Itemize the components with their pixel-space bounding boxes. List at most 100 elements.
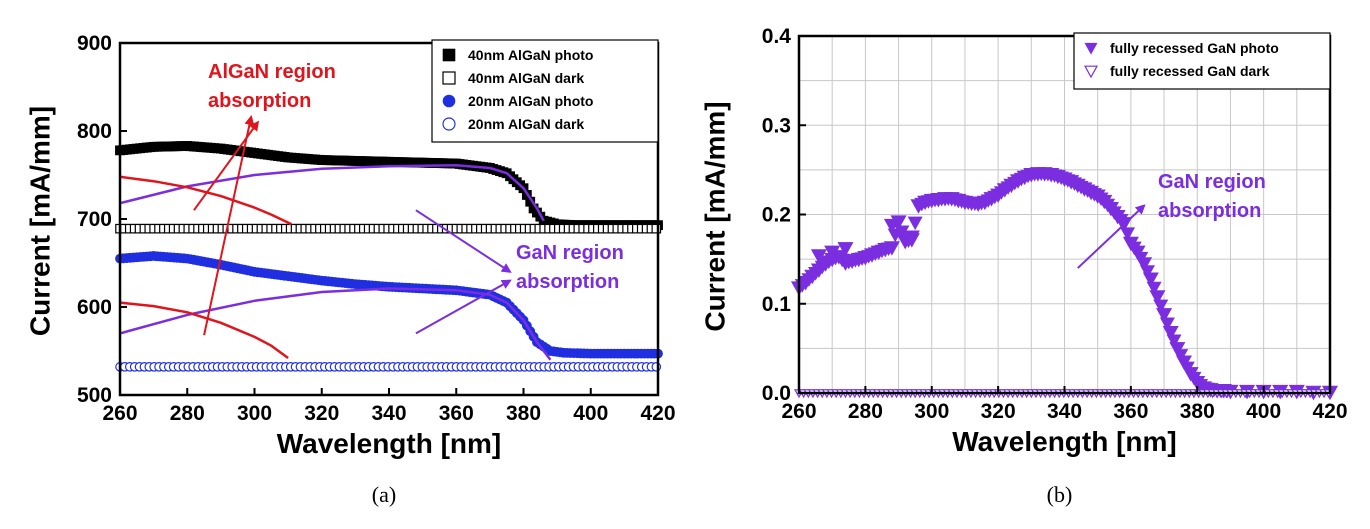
data-point bbox=[801, 273, 817, 287]
chart-a-x-axis-label: Wavelength [nm] bbox=[277, 428, 502, 459]
chart-a-y-axis-label: Current [mA/mm] bbox=[24, 106, 55, 336]
annotation-text: GaN region bbox=[1158, 171, 1266, 193]
y-tick-label: 700 bbox=[77, 208, 112, 231]
annotation-text: absorption bbox=[208, 90, 311, 112]
fit-line bbox=[119, 164, 545, 222]
y-tick-label: 600 bbox=[77, 296, 112, 319]
x-tick-label: 360 bbox=[439, 402, 474, 425]
data-point bbox=[651, 362, 662, 372]
data-point bbox=[1139, 265, 1155, 279]
series-40nm-algan-dark bbox=[115, 223, 662, 234]
chart-b-annotations: GaN region absorption bbox=[1077, 171, 1266, 269]
x-tick-label: 280 bbox=[848, 400, 883, 423]
annotation-text: AlGaN region bbox=[208, 61, 336, 83]
chart-a-annotations: AlGaN region absorption GaN region absorpti… bbox=[193, 61, 624, 336]
annotation-arrow bbox=[203, 114, 255, 336]
chart-b-y-axis-label: Current [mA/mm] bbox=[699, 101, 730, 331]
x-tick-label: 340 bbox=[371, 402, 406, 425]
chart-b-x-axis-label: Wavelength [nm] bbox=[952, 426, 1177, 457]
chart-b-legend: fully recessed GaN photo fully recessed G… bbox=[1073, 32, 1331, 90]
annotation-arrow bbox=[1077, 204, 1146, 269]
data-point bbox=[1120, 227, 1136, 241]
data-point bbox=[1133, 251, 1149, 266]
chart-b-grid bbox=[799, 36, 1330, 393]
legend-symbol bbox=[442, 48, 456, 62]
chart-a-series bbox=[115, 141, 663, 372]
x-tick-label: 360 bbox=[1113, 400, 1148, 423]
fit-line bbox=[119, 287, 552, 361]
data-point bbox=[1179, 361, 1195, 376]
data-point bbox=[907, 216, 923, 231]
data-point bbox=[810, 249, 827, 264]
chart-a-x-ticks: 260 280 300 320 340 360 380 400 420 bbox=[102, 388, 676, 425]
data-point bbox=[987, 190, 1003, 205]
x-tick-label: 380 bbox=[1180, 400, 1215, 423]
chart-b-x-ticks: 260 280 300 320 340 360 380 400 420 bbox=[781, 386, 1348, 423]
x-tick-label: 300 bbox=[237, 402, 272, 425]
data-point bbox=[1146, 281, 1162, 296]
x-tick-label: 280 bbox=[170, 402, 205, 425]
x-tick-label: 320 bbox=[981, 400, 1016, 423]
data-point bbox=[903, 230, 920, 245]
x-tick-label: 340 bbox=[1047, 400, 1082, 423]
fit-line bbox=[119, 175, 293, 226]
y-tick-label: 0.3 bbox=[762, 114, 791, 137]
chart-a-legend: 40nm AlGaN photo 40nm AlGaN dark 20nm AlGa… bbox=[431, 39, 659, 143]
x-tick-label: 400 bbox=[573, 402, 608, 425]
data-point bbox=[993, 186, 1009, 200]
legend-symbol bbox=[1084, 42, 1098, 55]
data-point bbox=[1000, 181, 1016, 195]
chart-b: 260 280 300 320 340 360 380 400 420 0.0 0.1 0.2 0.3… bbox=[699, 25, 1347, 507]
data-point bbox=[881, 242, 897, 257]
legend-symbol bbox=[442, 71, 456, 85]
y-tick-label: 0.0 bbox=[762, 382, 791, 405]
data-point bbox=[1153, 299, 1169, 314]
legend-label: fully recessed GaN photo bbox=[1110, 40, 1279, 56]
data-point bbox=[1113, 213, 1129, 228]
x-tick-label: 400 bbox=[1246, 400, 1281, 423]
chart-a-y-ticks: 500 600 700 800 900 bbox=[77, 32, 127, 407]
legend-label: 40nm AlGaN dark bbox=[468, 70, 584, 86]
series-20nm-algan-photo bbox=[115, 251, 663, 359]
chart-b-y-ticks: 0.0 0.1 0.2 0.3 0.4 bbox=[762, 25, 806, 405]
data-point bbox=[1100, 198, 1116, 213]
legend-label: 40nm AlGaN photo bbox=[468, 47, 594, 63]
data-point bbox=[651, 223, 662, 234]
legend-symbol bbox=[442, 117, 456, 131]
data-point bbox=[824, 245, 841, 261]
legend-box bbox=[1073, 32, 1331, 90]
chart-a: 260 280 300 320 340 360 380 400 420 500 600 700 800… bbox=[24, 32, 675, 507]
y-tick-label: 500 bbox=[77, 384, 112, 407]
y-tick-label: 900 bbox=[77, 32, 112, 55]
y-tick-label: 0.4 bbox=[762, 25, 792, 48]
fit-line bbox=[119, 301, 289, 360]
data-point bbox=[883, 218, 900, 234]
legend-label: 20nm AlGaN photo bbox=[468, 93, 594, 109]
x-tick-label: 380 bbox=[506, 402, 541, 425]
legend-symbol bbox=[442, 94, 456, 108]
x-tick-label: 260 bbox=[781, 400, 816, 423]
annotation-arrow bbox=[415, 209, 512, 273]
data-point bbox=[1159, 317, 1175, 332]
x-tick-label: 420 bbox=[1312, 400, 1347, 423]
series-fully-recessed-gan-photo bbox=[790, 167, 1339, 401]
x-tick-label: 320 bbox=[304, 402, 339, 425]
data-point bbox=[1166, 334, 1182, 348]
x-tick-label: 260 bbox=[102, 402, 137, 425]
data-point bbox=[1186, 371, 1202, 386]
annotation-text: absorption bbox=[1158, 200, 1261, 222]
y-tick-label: 800 bbox=[77, 120, 112, 143]
legend-label: 20nm AlGaN dark bbox=[468, 116, 584, 132]
series-20nm-algan-dark bbox=[115, 362, 662, 372]
legend-box bbox=[431, 39, 659, 143]
chart-b-caption: (b) bbox=[1047, 482, 1073, 507]
legend-label: fully recessed GaN dark bbox=[1110, 63, 1270, 79]
chart-a-caption: (a) bbox=[372, 482, 396, 507]
x-tick-label: 300 bbox=[914, 400, 949, 423]
chart-a-fit-lines bbox=[119, 164, 552, 361]
y-tick-label: 0.1 bbox=[762, 293, 792, 316]
annotation-text: GaN region bbox=[516, 242, 624, 264]
data-point bbox=[1126, 241, 1142, 256]
legend-symbol bbox=[1083, 65, 1099, 79]
